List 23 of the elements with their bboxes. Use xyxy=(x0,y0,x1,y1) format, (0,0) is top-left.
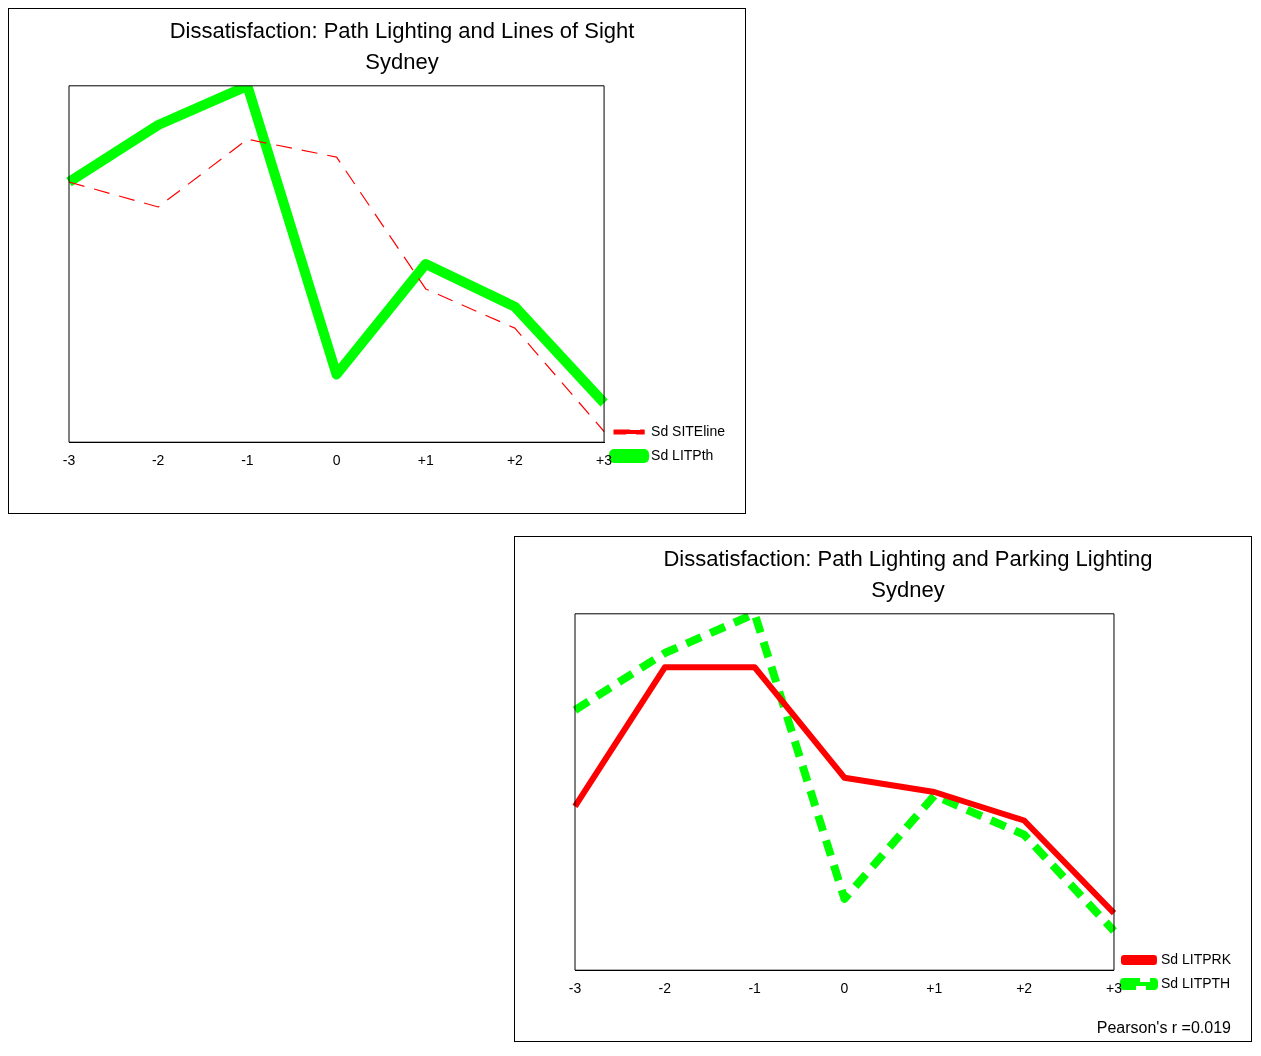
x-tick-label: 0 xyxy=(840,980,849,997)
x-tick-label: -3 xyxy=(568,980,582,997)
chart-title: Dissatisfaction: Path Lighting and Lines of Sight xyxy=(169,18,635,44)
x-tick-label: +1 xyxy=(926,980,943,997)
text: Pearson's r =0.019 xyxy=(1096,1019,1232,1036)
x-tick-label: -1 xyxy=(241,452,254,469)
x-tick-label: -2 xyxy=(151,452,165,469)
x-tick-label: +3 xyxy=(1105,980,1123,997)
x-tick-label: -3 xyxy=(62,452,76,469)
x-tick-label: +2 xyxy=(506,452,524,469)
chart-title: Dissatisfaction: Path Lighting and Parking Lighting xyxy=(663,546,1153,572)
x-tick-label: -1 xyxy=(748,980,762,997)
legend-label: Sd LITPTH xyxy=(1160,974,1231,991)
x-tick-label: -2 xyxy=(658,980,672,997)
legend-label: Sd LITPRK xyxy=(1160,950,1232,967)
x-tick-label: +2 xyxy=(1016,980,1033,997)
legend-label: Sd LITPth xyxy=(651,446,714,463)
chart-subtitle: Sydney xyxy=(871,576,945,602)
legend-label: Sd SITEline xyxy=(651,422,726,439)
x-tick-label: 0 xyxy=(332,452,341,469)
x-tick-label: +3 xyxy=(596,452,613,469)
x-tick-label: +1 xyxy=(417,452,434,469)
chart-subtitle: Sydney xyxy=(365,48,439,74)
